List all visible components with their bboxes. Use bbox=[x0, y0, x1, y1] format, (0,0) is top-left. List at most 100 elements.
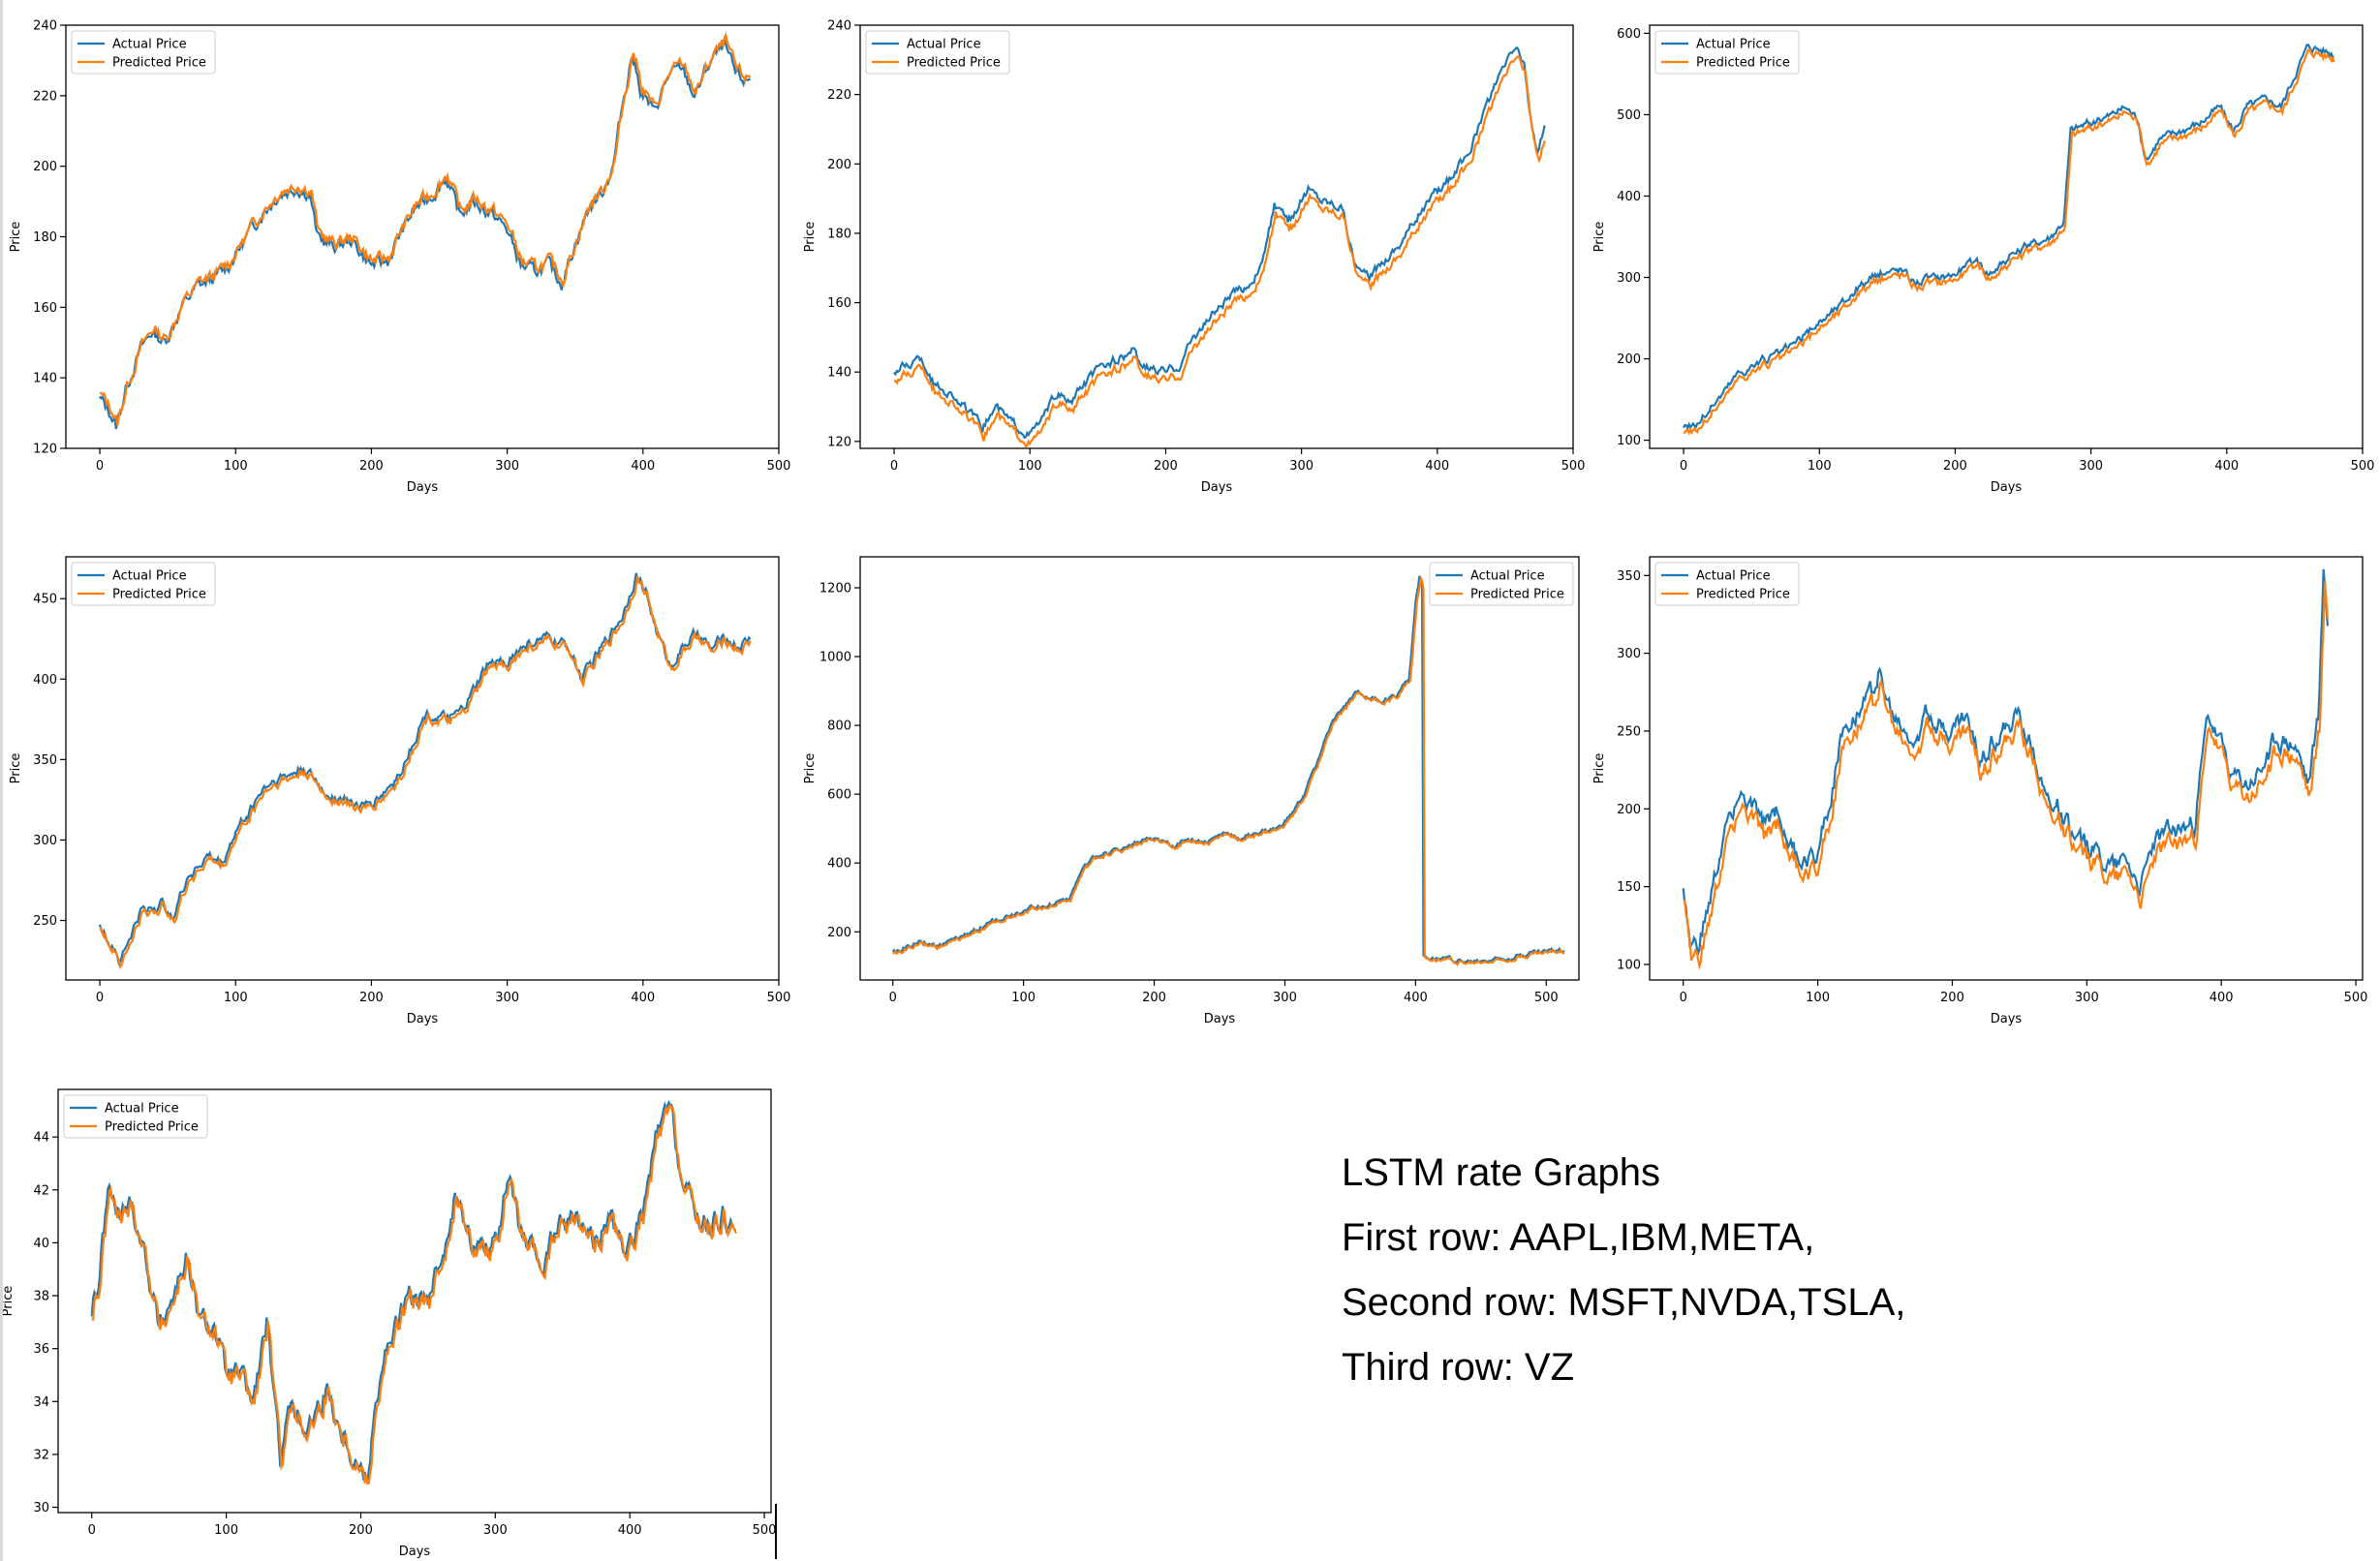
x-tick-label: 400 bbox=[2214, 459, 2239, 474]
y-tick-label: 200 bbox=[827, 926, 851, 940]
x-tick-label: 100 bbox=[214, 1523, 238, 1538]
y-tick-label: 160 bbox=[33, 301, 57, 316]
y-tick-label: 160 bbox=[827, 296, 851, 311]
x-tick-label: 500 bbox=[753, 1523, 777, 1538]
x-tick-label: 300 bbox=[495, 459, 519, 474]
y-tick-label: 240 bbox=[33, 19, 57, 34]
window-edge bbox=[0, 0, 3, 1561]
legend-box bbox=[71, 562, 216, 606]
y-tick-label: 180 bbox=[827, 227, 851, 241]
x-tick-label: 200 bbox=[359, 459, 384, 474]
x-tick-label: 100 bbox=[224, 991, 248, 1005]
series-predicted-line bbox=[91, 1103, 737, 1485]
y-tick-label: 250 bbox=[33, 914, 57, 929]
x-tick-label: 400 bbox=[2210, 991, 2234, 1005]
x-tick-label: 0 bbox=[1680, 459, 1687, 474]
plot-frame bbox=[57, 1088, 772, 1514]
x-tick-label: 400 bbox=[1425, 459, 1449, 474]
series-predicted-line bbox=[100, 31, 752, 426]
x-axis-label: Days bbox=[1204, 1012, 1236, 1026]
y-tick-label: 350 bbox=[1617, 569, 1641, 584]
x-axis-label: Days bbox=[407, 480, 439, 495]
x-tick-label: 400 bbox=[1404, 991, 1428, 1005]
x-tick-label: 500 bbox=[2351, 459, 2375, 474]
x-tick-label: 400 bbox=[631, 459, 655, 474]
series-actual-line bbox=[98, 572, 752, 966]
plot-frame bbox=[859, 24, 1574, 449]
x-tick-label: 300 bbox=[483, 1523, 508, 1538]
caption-line-1: First row: AAPL,IBM,META, bbox=[1342, 1216, 1815, 1259]
legend-predicted-label: Predicted Price bbox=[1696, 56, 1790, 71]
x-tick-label: 100 bbox=[1806, 991, 1830, 1005]
text-cursor bbox=[775, 1504, 777, 1559]
legend-actual-label: Actual Price bbox=[1696, 569, 1771, 584]
legend-box bbox=[63, 1094, 208, 1139]
x-tick-label: 0 bbox=[889, 991, 897, 1005]
y-tick-label: 220 bbox=[33, 89, 57, 104]
legend-actual-label: Actual Price bbox=[1470, 569, 1545, 584]
x-axis-label: Days bbox=[1991, 480, 2023, 495]
y-tick-label: 44 bbox=[33, 1131, 49, 1146]
y-tick-label: 120 bbox=[33, 443, 57, 457]
legend-box bbox=[71, 30, 216, 75]
legend: Actual Price Predicted Price bbox=[1429, 562, 1574, 606]
x-tick-label: 300 bbox=[495, 991, 519, 1005]
caption-block: LSTM rate Graphs First row: AAPL,IBM,MET… bbox=[1342, 1141, 2213, 1400]
y-tick-label: 32 bbox=[33, 1448, 49, 1462]
y-tick-label: 220 bbox=[827, 88, 851, 103]
plot-frame bbox=[65, 24, 780, 449]
y-axis-label: Price bbox=[1, 1286, 15, 1317]
legend: Actual Price Predicted Price bbox=[71, 30, 216, 75]
legend: Actual Price Predicted Price bbox=[865, 30, 1010, 75]
legend-actual-label: Actual Price bbox=[112, 569, 187, 584]
y-tick-label: 300 bbox=[1617, 271, 1641, 286]
legend-predicted-label: Predicted Price bbox=[907, 56, 1001, 71]
plot-frame bbox=[65, 556, 780, 981]
x-tick-label: 500 bbox=[767, 991, 791, 1005]
series-predicted-line bbox=[100, 575, 752, 969]
x-tick-label: 0 bbox=[890, 459, 898, 474]
y-tick-label: 38 bbox=[33, 1290, 49, 1304]
y-tick-label: 350 bbox=[33, 753, 57, 768]
legend-box bbox=[1654, 562, 1800, 606]
series-predicted-line bbox=[894, 55, 1546, 448]
y-tick-label: 140 bbox=[33, 372, 57, 386]
y-tick-label: 200 bbox=[827, 158, 851, 172]
x-tick-label: 500 bbox=[1534, 991, 1559, 1005]
x-tick-label: 400 bbox=[631, 991, 655, 1005]
y-tick-label: 1200 bbox=[819, 581, 851, 596]
x-tick-label: 0 bbox=[96, 459, 104, 474]
y-tick-label: 400 bbox=[33, 673, 57, 688]
x-tick-label: 500 bbox=[767, 459, 791, 474]
y-tick-label: 36 bbox=[33, 1342, 49, 1357]
y-tick-label: 100 bbox=[1617, 958, 1641, 972]
x-tick-label: 200 bbox=[359, 991, 384, 1005]
x-tick-label: 500 bbox=[1561, 459, 1586, 474]
x-axis-label: Days bbox=[399, 1545, 431, 1559]
x-tick-label: 300 bbox=[1289, 459, 1314, 474]
caption-line-3: Third row: VZ bbox=[1342, 1346, 1575, 1389]
series-actual-line bbox=[1682, 568, 2329, 959]
y-tick-label: 34 bbox=[33, 1395, 49, 1410]
legend-predicted-label: Predicted Price bbox=[112, 56, 206, 71]
legend-actual-label: Actual Price bbox=[112, 38, 187, 52]
legend: Actual Price Predicted Price bbox=[63, 1094, 208, 1139]
y-tick-label: 450 bbox=[33, 593, 57, 607]
y-tick-label: 100 bbox=[1617, 434, 1641, 448]
legend-predicted-label: Predicted Price bbox=[1470, 588, 1564, 602]
legend: Actual Price Predicted Price bbox=[1654, 30, 1800, 75]
y-tick-label: 200 bbox=[1617, 803, 1641, 817]
y-tick-label: 30 bbox=[33, 1501, 49, 1515]
chart-2: 0 100 200 300 400 500 120 140 160 180 200 220 240 Day… bbox=[803, 19, 1585, 496]
y-tick-label: 400 bbox=[1617, 190, 1641, 204]
y-tick-label: 400 bbox=[827, 857, 851, 872]
legend-box bbox=[865, 30, 1010, 75]
x-tick-label: 200 bbox=[1142, 991, 1166, 1005]
y-axis-label: Price bbox=[1592, 222, 1607, 253]
y-axis-label: Price bbox=[803, 753, 818, 784]
x-tick-label: 300 bbox=[2079, 459, 2103, 474]
chart-6: 0 100 200 300 400 500 100 150 200 250 300 350 Days Pr… bbox=[1592, 556, 2367, 1026]
legend-predicted-label: Predicted Price bbox=[105, 1120, 199, 1135]
x-tick-label: 0 bbox=[1680, 991, 1687, 1005]
